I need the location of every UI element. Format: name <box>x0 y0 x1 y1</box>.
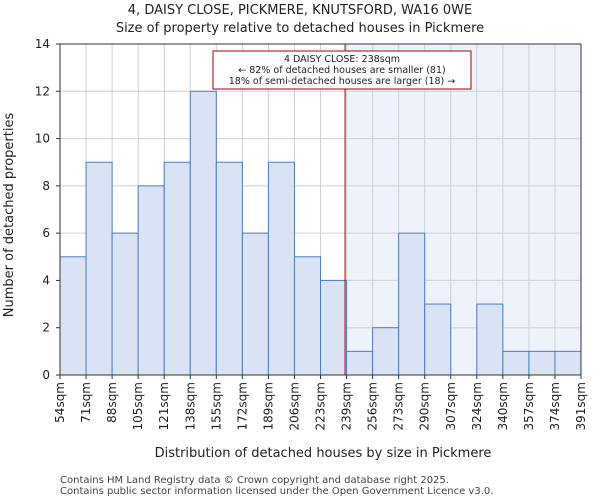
bar <box>398 232 426 376</box>
highlight-region <box>345 44 581 375</box>
y-tick-label: 4 <box>42 273 50 287</box>
bar <box>346 350 374 376</box>
x-axis-label: Distribution of detached houses by size … <box>155 446 492 461</box>
x-tick-label: 54sqm <box>53 382 67 423</box>
bar <box>502 350 530 376</box>
x-tick-label: 357sqm <box>522 382 536 430</box>
bar <box>137 185 165 376</box>
x-tick-label: 189sqm <box>261 382 275 430</box>
bar <box>241 232 269 376</box>
bar <box>111 232 139 376</box>
bar <box>215 161 243 376</box>
x-tick-labels: 54sqm 71sqm 88sqm 105sqm 121sqm 138sqm 155sqm 1… <box>53 375 588 430</box>
bars <box>59 90 582 376</box>
x-tick-label: 324sqm <box>470 382 484 430</box>
bar <box>554 350 582 376</box>
x-tick-label: 105sqm <box>131 382 145 430</box>
y-tick-label: 0 <box>42 368 50 382</box>
x-tick-label: 223sqm <box>314 382 328 430</box>
y-tick-label: 12 <box>35 84 50 98</box>
x-tick-label: 88sqm <box>105 382 119 423</box>
bar <box>59 256 87 376</box>
x-tick-label: 121sqm <box>157 382 171 430</box>
y-tick-label: 10 <box>35 132 50 146</box>
chart-subtitle: Size of property relative to detached ho… <box>116 21 484 36</box>
footer-line-2: Contains public sector information licen… <box>60 486 493 497</box>
footer-line-1: Contains HM Land Registry data © Crown c… <box>60 475 449 486</box>
bar <box>267 161 295 376</box>
bar <box>320 279 348 376</box>
y-tick-label: 14 <box>35 37 50 51</box>
x-tick-label: 239sqm <box>340 382 354 430</box>
bar <box>293 256 322 376</box>
x-tick-label: 340sqm <box>496 382 510 430</box>
annotation-line-3: 18% of semi-detached houses are larger (… <box>229 76 456 87</box>
x-tick-label: 307sqm <box>444 382 458 430</box>
chart-title: 4, DAISY CLOSE, PICKMERE, KNUTSFORD, WA1… <box>128 3 472 18</box>
bar <box>85 161 113 376</box>
x-tick-label: 374sqm <box>548 382 562 430</box>
bar <box>476 303 504 376</box>
annotation-line-1: 4 DAISY CLOSE: 238sqm <box>284 54 400 65</box>
x-tick-label: 273sqm <box>392 382 406 430</box>
x-tick-label: 290sqm <box>418 382 432 430</box>
y-tick-label: 2 <box>42 321 50 335</box>
bar <box>424 303 452 376</box>
x-tick-label: 256sqm <box>366 382 380 430</box>
x-tick-label: 71sqm <box>79 382 93 423</box>
x-tick-label: 155sqm <box>209 382 223 430</box>
y-tick-labels: 0 2 4 6 8 10 12 14 <box>35 37 60 382</box>
x-tick-label: 138sqm <box>183 382 197 430</box>
y-tick-label: 6 <box>42 226 50 240</box>
x-tick-label: 172sqm <box>235 382 249 430</box>
bar <box>163 161 191 376</box>
bar <box>528 350 556 376</box>
x-tick-label: 391sqm <box>574 382 588 430</box>
y-axis-label: Number of detached properties <box>2 113 17 318</box>
y-tick-label: 8 <box>42 179 50 193</box>
annotation-line-2: ← 82% of detached houses are smaller (81… <box>238 65 445 76</box>
bar <box>372 327 400 376</box>
x-tick-label: 206sqm <box>287 382 301 430</box>
annotation-box: 4 DAISY CLOSE: 238sqm ← 82% of detached … <box>212 50 472 90</box>
bar <box>189 90 217 376</box>
highlight-rect <box>345 44 581 375</box>
